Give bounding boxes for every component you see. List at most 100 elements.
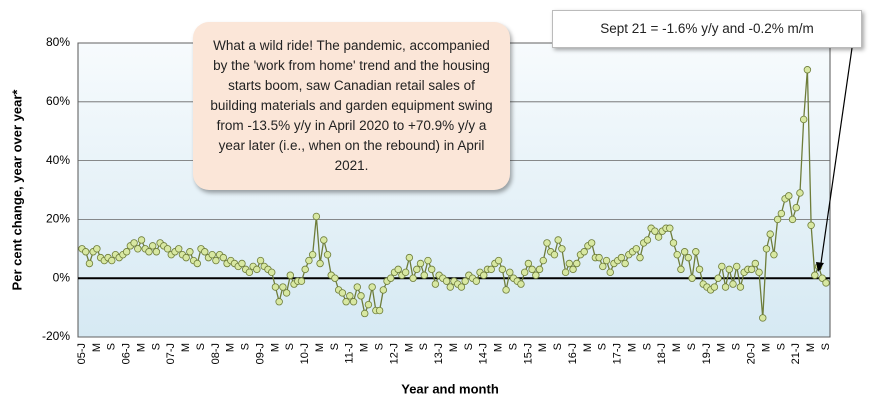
data-point xyxy=(550,250,559,259)
data-point xyxy=(677,265,685,274)
data-point xyxy=(799,115,808,124)
data-point xyxy=(424,256,432,265)
arrow-head xyxy=(816,262,824,272)
x-tick-label: M xyxy=(448,343,460,352)
x-tick-label: 12-J xyxy=(388,343,400,364)
data-point xyxy=(520,268,529,277)
x-tick-label: 10-J xyxy=(299,343,311,364)
data-point xyxy=(651,227,659,235)
x-tick-label: M xyxy=(493,343,505,352)
data-point xyxy=(599,262,607,271)
data-point xyxy=(796,189,804,197)
x-tick-label: M xyxy=(760,343,772,352)
x-tick-label: S xyxy=(820,343,832,350)
data-point xyxy=(580,248,588,256)
data-point xyxy=(271,283,280,291)
data-point xyxy=(320,236,328,244)
x-tick-label: S xyxy=(686,343,698,350)
data-point xyxy=(108,256,116,265)
data-point xyxy=(543,239,551,247)
x-tick-label: 20-J xyxy=(746,343,758,364)
x-tick-label: 19-J xyxy=(701,343,713,364)
x-tick-label: M xyxy=(135,343,147,352)
data-point xyxy=(212,256,220,265)
data-point xyxy=(755,268,763,277)
data-point xyxy=(431,280,440,288)
y-tick-label: 20% xyxy=(46,212,70,226)
data-point xyxy=(621,259,629,268)
x-tick-label: 11-J xyxy=(344,343,356,364)
x-tick-label: M xyxy=(359,343,371,352)
data-point xyxy=(163,245,172,253)
data-point xyxy=(569,265,577,274)
data-point xyxy=(193,259,202,268)
data-point xyxy=(323,250,332,259)
data-point xyxy=(617,253,626,262)
data-point xyxy=(680,248,689,256)
x-tick-label: M xyxy=(537,343,549,352)
data-point xyxy=(766,230,774,238)
data-point xyxy=(751,259,760,268)
data-point xyxy=(602,256,611,265)
data-point xyxy=(524,259,533,268)
data-point xyxy=(268,268,276,277)
data-point xyxy=(387,274,395,282)
data-point xyxy=(785,192,793,200)
x-tick-label: S xyxy=(463,343,475,350)
data-point xyxy=(777,209,786,218)
data-point xyxy=(528,265,536,274)
x-tick-label: S xyxy=(731,343,743,350)
x-tick-label: 05-J xyxy=(76,343,88,364)
x-tick-label: M xyxy=(582,343,594,352)
x-tick-label: S xyxy=(329,343,341,350)
x-tick-label: S xyxy=(195,343,207,350)
data-point xyxy=(587,239,596,247)
y-axis-title: Per cent change, year over year* xyxy=(9,89,24,291)
data-point xyxy=(245,268,254,277)
data-point xyxy=(446,283,454,291)
data-point xyxy=(692,248,700,256)
data-point xyxy=(312,212,321,221)
data-point xyxy=(85,259,94,268)
x-tick-label: M xyxy=(91,343,103,352)
data-point xyxy=(632,245,640,253)
data-point xyxy=(811,271,819,279)
x-tick-label: S xyxy=(240,343,252,350)
data-point xyxy=(714,274,722,282)
data-point xyxy=(502,286,510,294)
data-point xyxy=(152,248,161,256)
data-point xyxy=(695,265,704,274)
x-tick-label: 08-J xyxy=(210,343,222,364)
data-point xyxy=(409,274,417,282)
data-point xyxy=(342,298,350,306)
data-point xyxy=(201,248,209,256)
data-point xyxy=(554,236,562,244)
data-point xyxy=(788,215,797,224)
data-point xyxy=(461,277,469,285)
data-point xyxy=(558,245,566,253)
x-tick-label: M xyxy=(314,343,326,352)
data-point xyxy=(134,245,142,253)
data-point xyxy=(401,268,410,277)
data-point xyxy=(282,289,291,297)
data-point xyxy=(364,300,373,309)
x-tick-label: M xyxy=(225,343,237,352)
data-point xyxy=(733,262,741,271)
data-point xyxy=(238,259,246,268)
x-tick-label: M xyxy=(716,343,728,352)
data-point xyxy=(561,268,570,277)
x-tick-label: S xyxy=(284,343,296,350)
x-tick-label: S xyxy=(507,343,519,350)
data-point xyxy=(394,265,402,274)
x-tick-label: 14-J xyxy=(478,343,490,364)
data-point xyxy=(357,292,365,300)
data-point xyxy=(517,280,525,288)
data-point xyxy=(535,265,544,274)
x-tick-label: 06-J xyxy=(121,343,133,364)
data-point xyxy=(275,298,283,306)
data-point xyxy=(316,259,324,268)
data-point xyxy=(305,256,313,265)
data-point xyxy=(122,248,131,256)
data-point xyxy=(148,242,157,250)
